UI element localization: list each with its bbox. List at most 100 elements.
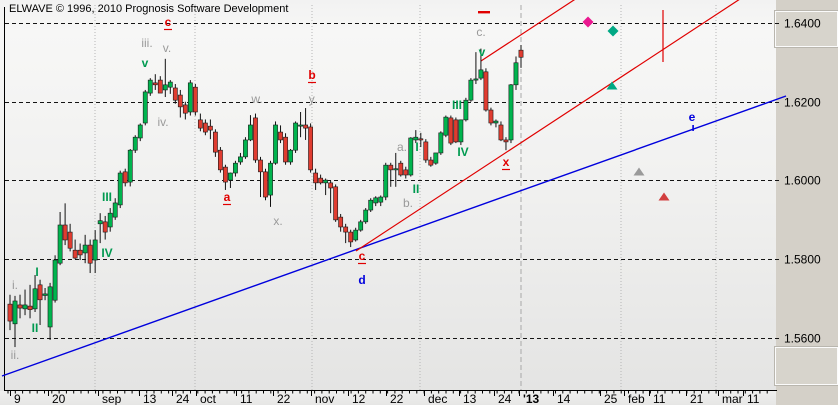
- candle-down: [72, 249, 78, 259]
- candle-up: [57, 224, 63, 264]
- wave-label-e: e: [689, 110, 696, 124]
- candle-up: [443, 116, 449, 136]
- red-trend-line: [355, 0, 740, 252]
- candle-up: [478, 69, 484, 79]
- candle-down: [483, 71, 489, 111]
- wave-label-c: c: [165, 15, 172, 29]
- candle-down: [17, 304, 23, 309]
- candle-down: [7, 303, 13, 322]
- wave-label-iii: iii.: [141, 36, 152, 50]
- candle-up: [378, 196, 384, 203]
- candle-down: [283, 136, 288, 163]
- candle-up: [147, 79, 153, 94]
- wave-label-II: II: [32, 321, 39, 335]
- wave-label-c: c: [359, 249, 366, 263]
- candle-up: [107, 212, 113, 228]
- time-axis-label: 12: [352, 392, 366, 405]
- candle-down: [202, 122, 208, 133]
- candle-down: [488, 109, 494, 124]
- candle-down: [197, 119, 203, 129]
- candle-up: [288, 149, 293, 163]
- wave-label-v: v: [479, 45, 486, 59]
- diamond-marker: [607, 25, 619, 37]
- candle-down: [157, 79, 163, 94]
- candle-up: [92, 239, 98, 261]
- time-axis-label: sep: [102, 392, 122, 405]
- candle-down: [172, 87, 178, 101]
- candle-down: [218, 149, 223, 171]
- candle-up: [132, 136, 138, 151]
- red-channel-segment: [480, 0, 576, 62]
- candle-up: [323, 179, 329, 184]
- wave-label-d: d: [358, 273, 365, 287]
- tick-marker: [692, 125, 694, 131]
- candle-up: [393, 168, 399, 171]
- wave-label-a: a.: [397, 140, 407, 154]
- wave-label-b: b.: [403, 196, 413, 210]
- price-scale-label: 1.5600: [784, 332, 821, 346]
- wave-label-x: x.: [273, 214, 282, 228]
- candle-up: [458, 119, 464, 143]
- time-axis-label: 21: [690, 392, 704, 405]
- candle-up: [368, 199, 374, 211]
- time-axis-label: 9: [14, 392, 21, 405]
- time-axis-label: 25: [604, 392, 618, 405]
- candle-up: [228, 172, 233, 181]
- candle-down: [303, 124, 308, 129]
- candle-up: [268, 162, 273, 196]
- wave-label-I: I: [415, 140, 418, 154]
- wave-label-x: x: [503, 155, 510, 169]
- candle-up: [243, 139, 248, 158]
- candle-down: [122, 171, 128, 184]
- candle-up: [438, 132, 444, 154]
- candle-up: [142, 91, 148, 124]
- candle-up: [373, 197, 379, 204]
- time-axis-label: '13: [523, 392, 540, 405]
- wave-label-IV: IV: [457, 145, 468, 159]
- candle-up: [353, 229, 359, 241]
- candle-up: [137, 124, 143, 139]
- scale-lower-box[interactable]: [774, 346, 838, 386]
- candle-down: [343, 226, 349, 233]
- candle-down: [263, 171, 268, 198]
- price-scale[interactable]: [776, 0, 838, 405]
- candle-down: [338, 216, 344, 228]
- candle-up: [293, 122, 298, 151]
- candle-down: [207, 125, 213, 131]
- price-scale-label: 1.6000: [784, 174, 821, 188]
- candle-up: [187, 82, 193, 113]
- candle-down: [213, 131, 218, 153]
- candle-down: [398, 162, 404, 176]
- candle-down: [348, 231, 354, 243]
- scale-upper-box[interactable]: [774, 10, 838, 48]
- time-axis-label: 11: [240, 392, 253, 405]
- time-axis-label: 13: [463, 392, 477, 405]
- time-axis[interactable]: [0, 391, 776, 405]
- wave-label-iv: iv.: [157, 115, 168, 129]
- wave-label-w: w.: [250, 92, 262, 106]
- candle-down: [253, 117, 258, 161]
- candle-up: [493, 120, 499, 124]
- time-axis-label: mar: [722, 392, 743, 405]
- time-axis-label: 11: [747, 392, 760, 405]
- candle-down: [498, 124, 504, 141]
- candle-up: [433, 152, 439, 164]
- candle-down: [152, 82, 158, 86]
- candle-up: [47, 286, 53, 328]
- candle-down: [333, 186, 339, 221]
- candle-up: [508, 84, 514, 141]
- dash-marker: [478, 11, 490, 14]
- wave-label-c: c.: [476, 25, 485, 39]
- time-axis-label: nov: [315, 392, 334, 405]
- candle-up: [162, 84, 168, 91]
- candle-up: [12, 300, 18, 325]
- candle-up: [97, 220, 103, 225]
- candle-down: [423, 141, 429, 161]
- candle-down: [62, 224, 68, 241]
- candle-down: [37, 284, 43, 301]
- candle-up: [22, 304, 28, 310]
- wave-label-II: II: [413, 182, 420, 196]
- candle-up: [363, 209, 369, 223]
- candle-down: [192, 86, 198, 113]
- wave-label-b: b: [308, 68, 315, 82]
